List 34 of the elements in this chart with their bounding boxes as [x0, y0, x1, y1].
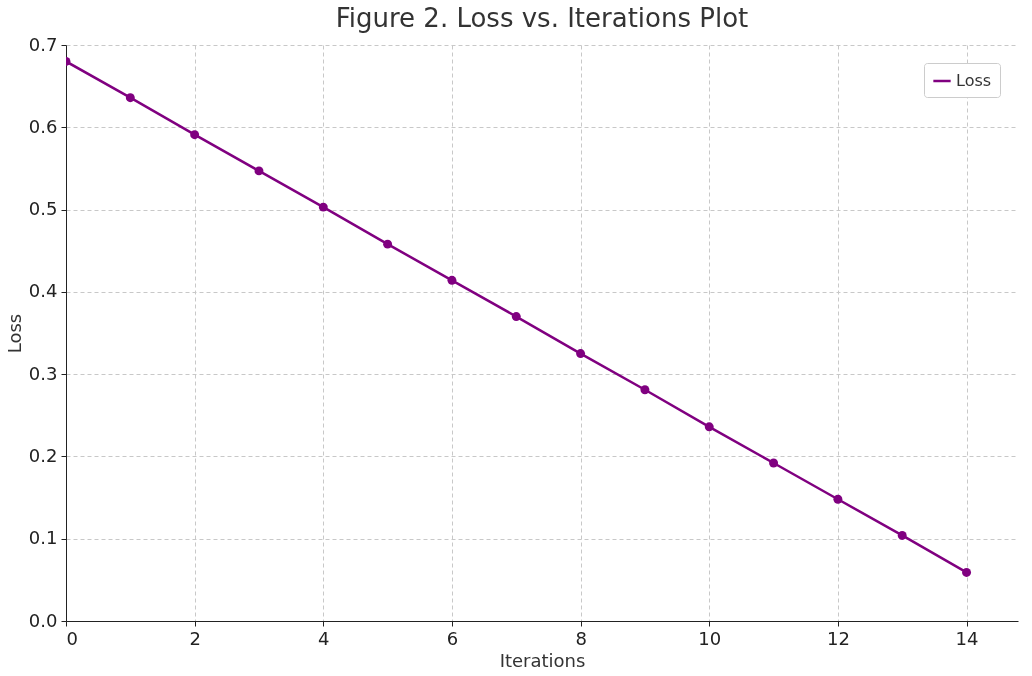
y-tick-label: 0.4 — [28, 280, 58, 302]
x-tick-label: 10 — [698, 627, 722, 649]
point — [383, 239, 393, 249]
point — [833, 494, 843, 504]
point — [511, 312, 521, 322]
y-tick-label: 0.2 — [28, 444, 58, 466]
x-tick-label: 2 — [189, 627, 201, 649]
x-tick-label: 8 — [575, 627, 587, 649]
x-tick-label: 0 — [66, 627, 78, 649]
x-tick-label: 6 — [446, 627, 459, 649]
point — [704, 422, 714, 432]
x-axis-title: Iterations — [499, 649, 586, 671]
point — [254, 166, 264, 176]
point — [447, 275, 457, 285]
y-tick-label: 0.3 — [28, 362, 58, 384]
x-tick-label: 14 — [955, 627, 979, 649]
point — [125, 93, 135, 103]
y-tick-label: 0.5 — [28, 198, 58, 220]
point — [318, 202, 328, 212]
point — [962, 567, 972, 577]
point — [576, 349, 586, 359]
point — [640, 385, 650, 395]
y-tick-label: 0.0 — [28, 609, 58, 631]
chart-title: Figure 2. Loss vs. Iterations Plot — [335, 3, 749, 33]
point — [190, 130, 200, 140]
point — [897, 530, 907, 540]
y-axis-title: Loss — [3, 313, 25, 354]
y-tick-label: 0.7 — [28, 33, 58, 55]
y-tick-label: 0.6 — [28, 115, 58, 137]
legend-label: Loss — [956, 71, 992, 90]
y-tick-label: 0.1 — [28, 527, 58, 549]
x-tick-label: 12 — [826, 627, 850, 649]
point — [769, 458, 779, 468]
x-tick-label: 4 — [318, 627, 330, 649]
